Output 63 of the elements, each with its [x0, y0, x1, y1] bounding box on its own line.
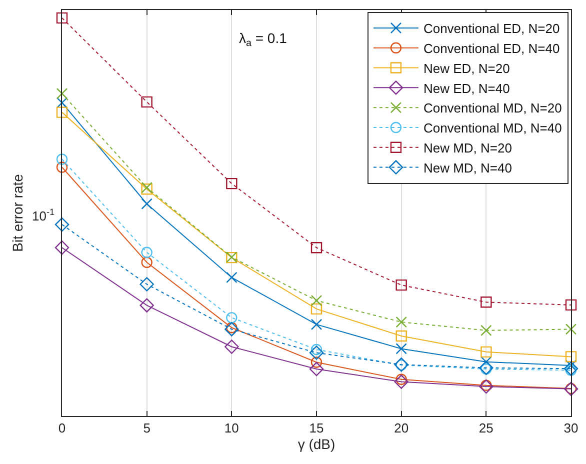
point [479, 379, 494, 394]
point [310, 344, 322, 356]
point [396, 330, 407, 342]
point [565, 360, 577, 372]
point [394, 374, 408, 389]
point [56, 97, 68, 108]
point [564, 362, 578, 376]
annotation: λ$_{a}$ = 0.1 [239, 30, 288, 49]
point [309, 346, 324, 360]
point [141, 96, 152, 108]
point [565, 324, 577, 335]
y-axis-title: Bit error rate [10, 174, 26, 252]
point [565, 364, 577, 376]
point [480, 296, 492, 308]
point [310, 356, 322, 368]
point [140, 277, 154, 292]
legend-label: Conventional ED, N=20 [423, 21, 560, 36]
x-tick-label: 20 [394, 420, 409, 436]
point [396, 316, 407, 328]
point [141, 256, 152, 268]
x-tick-label: 5 [143, 420, 150, 436]
point [54, 240, 70, 255]
point [54, 217, 70, 232]
legend-label: Conventional ED, N=40 [423, 40, 560, 56]
point [310, 303, 322, 315]
legend-label: Conventional MD, N=40 [423, 120, 562, 136]
point [226, 272, 238, 284]
legend-label: New MD, N=40 [423, 160, 512, 176]
point [141, 198, 152, 210]
point [480, 324, 492, 336]
point [224, 340, 239, 354]
point [226, 312, 238, 324]
legend-label: Conventional MD, N=20 [423, 100, 562, 116]
x-tick-label: 25 [478, 420, 494, 436]
point [480, 346, 492, 358]
point [224, 322, 239, 336]
point [140, 298, 154, 312]
point [396, 279, 407, 291]
point [141, 246, 152, 258]
point [56, 106, 68, 118]
legend-label: New ED, N=40 [423, 80, 510, 96]
point [480, 363, 492, 375]
text: 10$^{-1}$ [32, 207, 55, 224]
point [310, 242, 322, 254]
point [310, 294, 322, 306]
point [479, 360, 494, 375]
point [226, 178, 238, 190]
x-axis-title: γ (dB) [298, 436, 336, 452]
legend-label: New ED, N=20 [423, 60, 510, 76]
point [56, 88, 68, 100]
x-tick-label: 10 [224, 420, 239, 436]
point [565, 351, 577, 362]
point [309, 362, 324, 376]
point [56, 162, 68, 173]
point [56, 12, 68, 24]
point [56, 154, 68, 165]
x-tick-label: 30 [564, 420, 578, 436]
x-tick-label: 0 [58, 420, 66, 436]
legend-label: New MD, N=20 [423, 140, 512, 156]
point [396, 343, 407, 354]
point [565, 299, 577, 311]
x-tick-label: 15 [309, 420, 324, 436]
point [310, 318, 322, 330]
